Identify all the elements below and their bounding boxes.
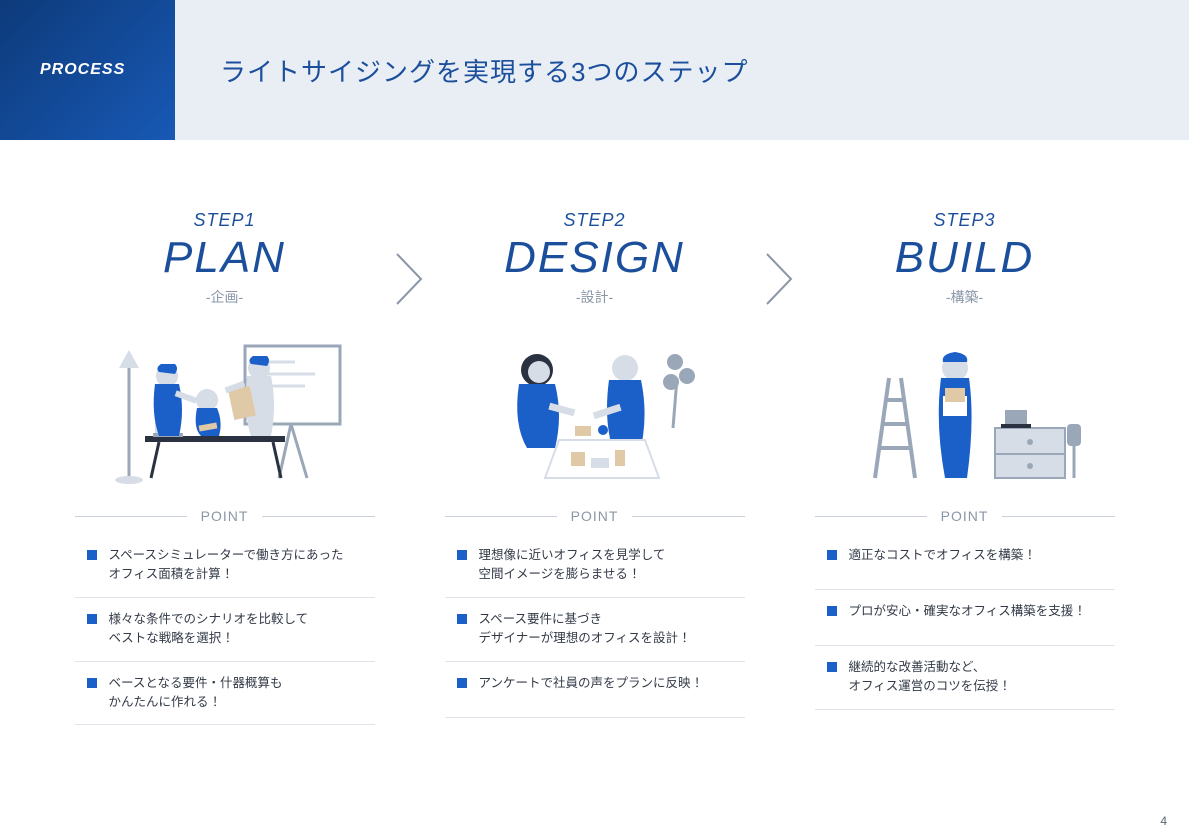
points-col-3: POINT 適正なコストでオフィスを構築 ！ プロが安心・確実なオフィス構築を支… — [815, 508, 1115, 725]
step-sub: -構築- — [815, 287, 1115, 307]
page-header: PROCESS ライトサイジングを実現する3つのステップ — [0, 0, 1189, 140]
chevron-right-icon — [745, 210, 815, 308]
step-3: STEP3 BUILD -構築- — [815, 210, 1115, 307]
step-sub: -企画- — [75, 287, 375, 307]
illustrations-row — [0, 308, 1189, 488]
point-item: プロが安心・確実なオフィス構築を支援 ！ — [815, 590, 1115, 646]
points-col-2: POINT 理想像に近いオフィスを見学して空間イメージを膨らませる ！ スペース… — [445, 508, 745, 725]
points-row: POINT スペースシミュレーターで働き方にあったオフィス面積を計算 ！ 様々な… — [0, 488, 1189, 725]
step-sub: -設計- — [445, 287, 745, 307]
bullet-icon — [827, 662, 837, 672]
build-illustration — [815, 328, 1115, 488]
point-item: アンケートで社員の声をプランに反映 ！ — [445, 662, 745, 718]
header-badge: PROCESS — [0, 0, 175, 140]
point-item: 継続的な改善活動など、オフィス運営のコツを伝授 ！ — [815, 646, 1115, 710]
page-number: 4 — [1160, 814, 1167, 828]
point-item: スペース要件に基づきデザイナーが理想のオフィスを設計 ！ — [445, 598, 745, 662]
step-2: STEP2 DESIGN -設計- — [445, 210, 745, 307]
chevron-right-icon — [375, 210, 445, 308]
header-title: ライトサイジングを実現する3つのステップ — [175, 0, 1189, 140]
step-title: DESIGN — [445, 235, 745, 281]
plan-illustration — [75, 328, 375, 488]
point-item: ベースとなる要件・什器概算もかんたんに作れる ！ — [75, 662, 375, 726]
bullet-icon — [87, 550, 97, 560]
bullet-icon — [457, 678, 467, 688]
point-item: スペースシミュレーターで働き方にあったオフィス面積を計算 ！ — [75, 534, 375, 598]
point-item: 理想像に近いオフィスを見学して空間イメージを膨らませる ！ — [445, 534, 745, 598]
bullet-icon — [457, 614, 467, 624]
step-num: STEP3 — [815, 210, 1115, 231]
bullet-icon — [827, 550, 837, 560]
bullet-icon — [87, 678, 97, 688]
step-title: BUILD — [815, 235, 1115, 281]
point-item: 様々な条件でのシナリオを比較してベストな戦略を選択 ！ — [75, 598, 375, 662]
step-num: STEP1 — [75, 210, 375, 231]
step-num: STEP2 — [445, 210, 745, 231]
point-header: POINT — [75, 508, 375, 524]
point-header: POINT — [445, 508, 745, 524]
points-col-1: POINT スペースシミュレーターで働き方にあったオフィス面積を計算 ！ 様々な… — [75, 508, 375, 725]
steps-row: STEP1 PLAN -企画- STEP2 DESIGN -設計- STEP3 … — [0, 140, 1189, 308]
bullet-icon — [457, 550, 467, 560]
step-title: PLAN — [75, 235, 375, 281]
design-illustration — [445, 328, 745, 488]
bullet-icon — [87, 614, 97, 624]
point-header: POINT — [815, 508, 1115, 524]
point-item: 適正なコストでオフィスを構築 ！ — [815, 534, 1115, 590]
bullet-icon — [827, 606, 837, 616]
step-1: STEP1 PLAN -企画- — [75, 210, 375, 307]
